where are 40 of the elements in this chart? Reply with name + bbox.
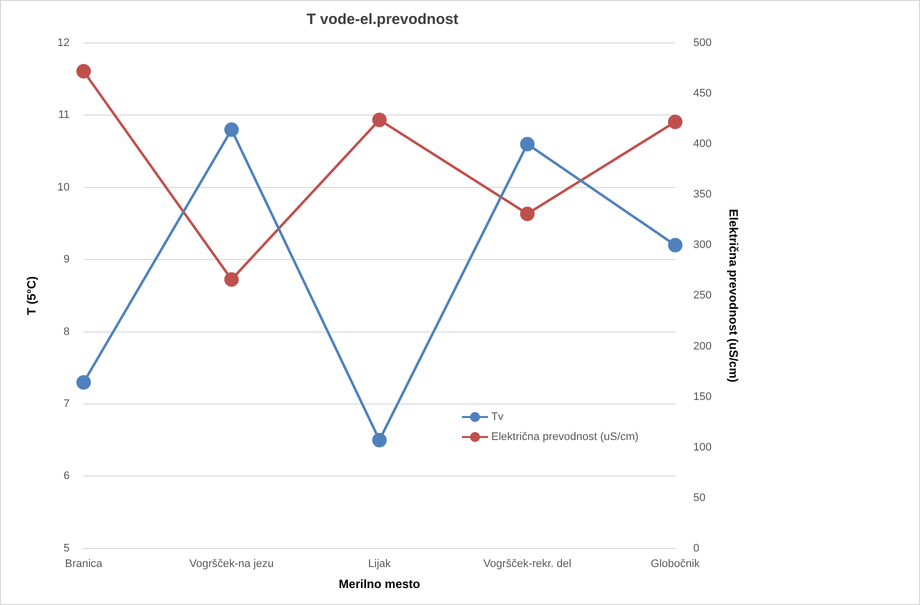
y-tick-label: 12 xyxy=(57,37,70,50)
y2-tick-label: 250 xyxy=(693,290,712,302)
point xyxy=(372,112,387,128)
point xyxy=(224,122,239,137)
x-tick-label: Globočnik xyxy=(650,558,700,570)
y-tick-label: 7 xyxy=(64,398,70,410)
point xyxy=(372,432,387,448)
chart-title: T vode-el.prevodnost xyxy=(306,11,458,28)
y2-tick-label: 0 xyxy=(693,542,700,554)
point xyxy=(76,375,91,390)
x-tick-label: Vogršček-rekr. del xyxy=(483,558,572,570)
x-tick-label: Lijak xyxy=(368,558,392,570)
x-tick-label: Branica xyxy=(64,558,104,570)
point xyxy=(520,206,535,222)
y-tick-label: 5 xyxy=(64,542,70,554)
point xyxy=(668,238,682,252)
y2-tick-label: 450 xyxy=(693,88,712,100)
y-tick-label: 10 xyxy=(57,181,70,194)
legend-label: Električna prevodnost (uS/cm) xyxy=(491,430,639,443)
y2-axis-title: Električna prevodnost (uS/cm) xyxy=(726,209,740,382)
y2-tick-label: 350 xyxy=(693,188,712,201)
y2-tick-label: 500 xyxy=(693,37,712,50)
y2-tick-label: 200 xyxy=(693,340,712,352)
y-tick-label: 9 xyxy=(64,254,70,266)
point xyxy=(520,136,535,152)
point xyxy=(224,272,239,287)
y2-tick-label: 400 xyxy=(693,138,712,150)
y-tick-label: 8 xyxy=(64,326,70,338)
legend-label: Tv xyxy=(491,410,504,423)
y-axis-title: T (5°C) xyxy=(24,276,39,316)
y-tick-label: 6 xyxy=(64,470,70,482)
y-tick-label: 11 xyxy=(58,109,70,122)
x-tick-label: Vogršček-na jezu xyxy=(189,558,274,570)
y2-tick-label: 50 xyxy=(693,492,706,504)
y2-tick-label: 150 xyxy=(693,390,712,403)
y2-tick-label: 300 xyxy=(693,239,712,252)
point xyxy=(76,64,91,79)
point xyxy=(668,114,682,130)
x-axis-title: Merilno mesto xyxy=(338,577,420,592)
y2-tick-label: 100 xyxy=(693,441,712,454)
